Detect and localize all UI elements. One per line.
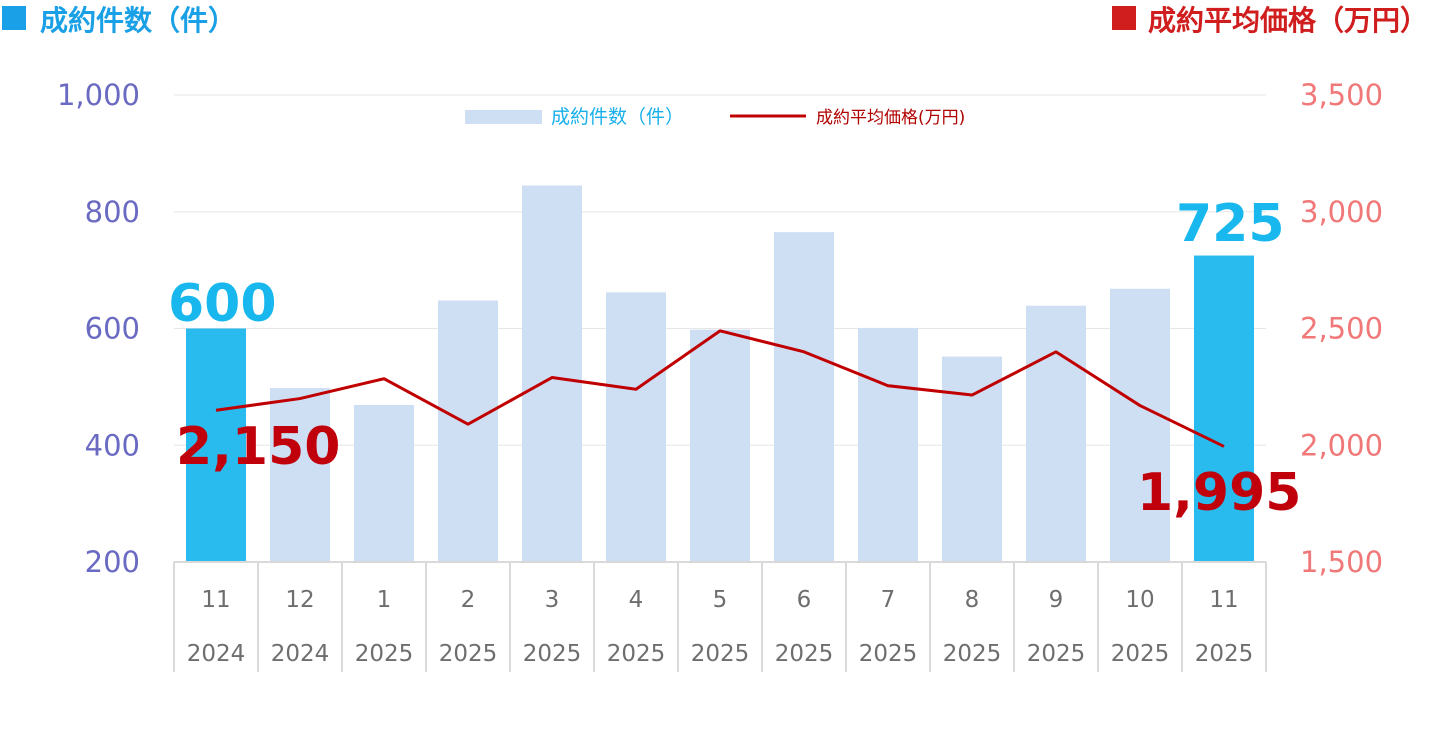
x-tick-month: 8 — [965, 587, 980, 613]
x-tick-year: 2025 — [607, 641, 666, 667]
left-tick-label: 600 — [85, 312, 140, 346]
legend-line-label: 成約平均価格(万円) — [816, 108, 965, 128]
x-tick-month: 11 — [201, 587, 230, 613]
x-tick-year: 2024 — [187, 641, 246, 667]
line-series — [215, 329, 1225, 448]
bar — [606, 292, 666, 562]
right-tick-label: 2,500 — [1300, 312, 1383, 346]
left-tick-label: 1,000 — [57, 78, 140, 112]
left-axis-ticks: 1,000 800 600 400 200 — [57, 78, 140, 579]
x-tick-year: 2025 — [523, 641, 582, 667]
legend-bar-swatch — [465, 110, 542, 124]
x-tick-year: 2025 — [859, 641, 918, 667]
bar — [858, 327, 918, 562]
x-tick-month: 4 — [629, 587, 644, 613]
bar — [270, 388, 330, 562]
x-tick-month: 3 — [545, 587, 560, 613]
bar — [186, 328, 246, 562]
left-tick-label: 400 — [85, 428, 140, 462]
x-tick-month: 1 — [377, 587, 392, 613]
bar-series — [186, 185, 1254, 562]
x-tick-month: 7 — [881, 587, 896, 613]
x-tick-year: 2025 — [355, 641, 414, 667]
x-tick-year: 2025 — [775, 641, 834, 667]
legend: 成約件数（件） 成約平均価格(万円) — [465, 106, 965, 128]
left-title-marker — [2, 6, 26, 30]
right-tick-label: 1,500 — [1300, 545, 1383, 579]
x-tick-month: 12 — [285, 587, 314, 613]
right-tick-label: 2,000 — [1300, 428, 1383, 462]
x-tick-month: 6 — [797, 587, 812, 613]
right-title-marker — [1112, 6, 1136, 30]
bar — [774, 232, 834, 562]
right-axis-title: 成約平均価格（万円） — [1148, 4, 1428, 37]
bar — [1110, 288, 1170, 562]
x-tick-year: 2025 — [943, 641, 1002, 667]
callout-first-bar: 600 — [168, 274, 277, 334]
x-tick-month: 9 — [1049, 587, 1064, 613]
left-axis-title: 成約件数（件） — [40, 4, 236, 37]
right-tick-label: 3,500 — [1300, 78, 1383, 112]
callout-first-line: 2,150 — [176, 417, 340, 477]
bar — [942, 356, 1002, 562]
bar — [354, 404, 414, 562]
right-tick-label: 3,000 — [1300, 195, 1383, 229]
x-tick-year: 2025 — [439, 641, 498, 667]
x-tick-year: 2025 — [691, 641, 750, 667]
left-tick-label: 200 — [85, 545, 140, 579]
x-tick-year: 2025 — [1195, 641, 1254, 667]
right-axis-ticks: 3,500 3,000 2,500 2,000 1,500 — [1300, 78, 1383, 579]
left-tick-label: 800 — [85, 195, 140, 229]
x-tick-month: 11 — [1209, 587, 1238, 613]
bar — [1194, 255, 1254, 562]
bar — [522, 185, 582, 562]
x-tick-month: 5 — [713, 587, 728, 613]
legend-bar-label: 成約件数（件） — [551, 106, 684, 128]
bar — [438, 300, 498, 562]
x-tick-year: 2025 — [1027, 641, 1086, 667]
callout-last-line: 1,995 — [1137, 463, 1301, 523]
x-tick-year: 2024 — [271, 641, 330, 667]
x-tick-year: 2025 — [1111, 641, 1170, 667]
callout-last-bar: 725 — [1176, 194, 1285, 254]
x-axis: 11 2024 12 2024 1 2025 2 2025 3 2025 4 2025 5 2025 6 20… — [173, 561, 1267, 672]
bar — [690, 329, 750, 562]
x-tick-month: 10 — [1125, 587, 1154, 613]
bar — [1026, 305, 1086, 562]
x-tick-month: 2 — [461, 587, 476, 613]
